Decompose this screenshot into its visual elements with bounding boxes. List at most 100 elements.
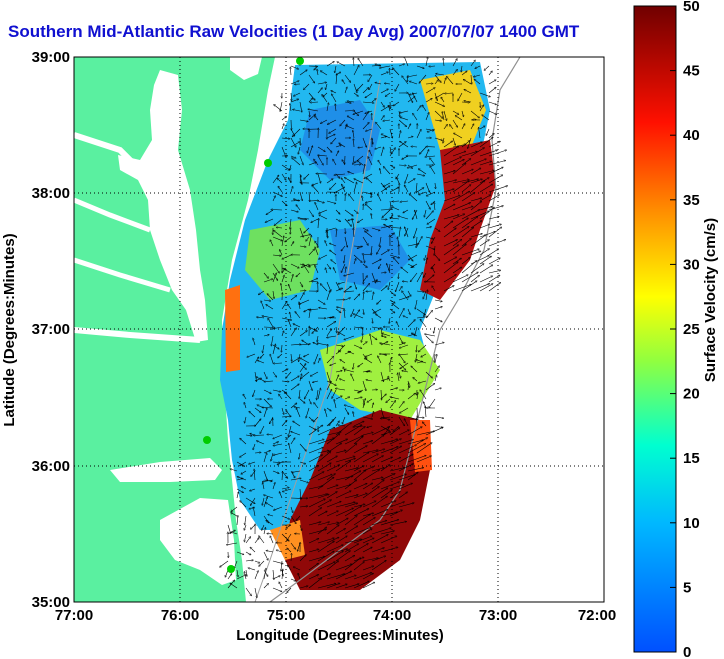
velocity-arrow: [443, 146, 459, 157]
x-axis-ticks: 77:00 76:00 75:00 74:00 73:00 72:00: [55, 607, 616, 624]
velocity-arrow: [353, 436, 363, 445]
velocity-arrow: [425, 84, 433, 85]
velocity-arrow: [398, 64, 404, 67]
velocity-arrow: [254, 435, 265, 436]
velocity-arrow: [425, 275, 434, 283]
velocity-arrow: [230, 469, 238, 472]
velocity-arrow: [353, 452, 369, 463]
velocity-arrow: [441, 97, 445, 103]
velocity-arrow: [334, 173, 346, 175]
velocity-arrow: [470, 235, 486, 247]
velocity-arrow: [293, 421, 301, 427]
velocity-arrow: [328, 119, 337, 124]
velocity-arrow: [389, 200, 391, 209]
velocity-arrow: [416, 237, 422, 247]
velocity-arrow: [418, 380, 427, 383]
velocity-arrow: [443, 286, 454, 292]
velocity-arrow: [479, 184, 493, 193]
velocity-arrow: [263, 371, 267, 379]
velocity-arrow: [272, 263, 279, 273]
velocity-arrow: [312, 326, 319, 333]
velocity-arrow: [416, 188, 424, 193]
velocity-arrow: [434, 110, 443, 118]
colorbar-tick-label: 25: [683, 321, 700, 338]
velocity-arrow: [326, 103, 329, 112]
velocity-arrow: [335, 65, 337, 73]
velocity-arrow: [479, 224, 489, 229]
velocity-arrow: [398, 165, 406, 166]
velocity-arrow: [400, 110, 409, 113]
velocity-arrow: [290, 99, 299, 103]
velocity-arrow: [424, 254, 427, 260]
velocity-arrow: [371, 99, 376, 103]
velocity-arrow: [344, 272, 355, 276]
velocity-arrow: [380, 465, 390, 472]
velocity-arrow: [298, 218, 310, 220]
velocity-arrow: [253, 443, 256, 450]
velocity-arrow: [362, 111, 369, 121]
velocity-arrow: [338, 332, 346, 337]
velocity-arrow: [436, 74, 445, 76]
velocity-arrow: [403, 316, 409, 319]
velocity-arrow: [380, 416, 391, 419]
velocity-arrow: [231, 506, 238, 512]
velocity-arrow: [353, 165, 361, 166]
velocity-arrow: [288, 425, 292, 436]
velocity-arrow: [308, 425, 316, 430]
velocity-arrow: [443, 204, 455, 211]
velocity-arrow: [262, 316, 274, 319]
velocity-arrow: [367, 425, 373, 427]
x-tick-label: 75:00: [267, 607, 305, 624]
velocity-arrow: [416, 443, 432, 454]
velocity-arrow: [317, 463, 331, 472]
velocity-arrow: [329, 128, 337, 133]
velocity-arrow: [461, 193, 475, 202]
velocity-arrow: [263, 344, 265, 353]
velocity-arrow: [245, 435, 252, 436]
velocity-arrow: [396, 281, 400, 292]
velocity-arrow: [299, 234, 311, 238]
velocity-arrow: [344, 480, 357, 490]
velocity-arrow: [407, 74, 418, 77]
velocity-arrow: [393, 425, 400, 431]
velocity-arrow: [416, 130, 421, 139]
velocity-arrow: [362, 236, 368, 245]
velocity-arrow: [281, 236, 284, 247]
velocity-arrow: [317, 451, 329, 454]
velocity-arrow: [452, 163, 466, 175]
velocity-arrow: [315, 247, 319, 256]
velocity-arrow: [308, 472, 324, 481]
velocity-arrow: [488, 227, 502, 238]
velocity-arrow: [468, 137, 472, 148]
velocity-arrow: [398, 272, 399, 278]
velocity-arrow: [292, 158, 301, 166]
velocity-arrow: [402, 291, 409, 301]
velocity-arrow: [331, 260, 337, 265]
velocity-arrow: [404, 185, 409, 193]
station-marker: [296, 57, 304, 65]
velocity-arrow: [247, 353, 256, 357]
velocity-arrow: [314, 65, 319, 70]
velocity-arrow: [281, 344, 282, 352]
velocity-arrow: [412, 333, 418, 337]
velocity-arrow: [362, 470, 379, 481]
velocity-arrow: [380, 186, 390, 193]
velocity-arrow: [362, 276, 367, 283]
velocity-arrow: [384, 224, 391, 229]
velocity-arrow: [398, 416, 405, 426]
velocity-arrow: [434, 101, 444, 106]
velocity-arrow: [432, 236, 436, 243]
velocity-arrow: [416, 438, 427, 445]
velocity-arrow: [278, 186, 283, 193]
velocity-arrow: [395, 83, 400, 91]
velocity-arrow: [348, 172, 355, 175]
velocity-arrow: [332, 389, 337, 398]
velocity-arrow: [470, 264, 484, 274]
velocity-arrow: [452, 160, 464, 166]
velocity-arrow: [371, 480, 384, 490]
velocity-arrow: [452, 214, 465, 220]
velocity-arrow: [420, 146, 427, 154]
velocity-arrow: [326, 465, 340, 472]
colorbar-tick-label: 20: [683, 386, 700, 403]
velocity-arrow: [325, 268, 328, 274]
